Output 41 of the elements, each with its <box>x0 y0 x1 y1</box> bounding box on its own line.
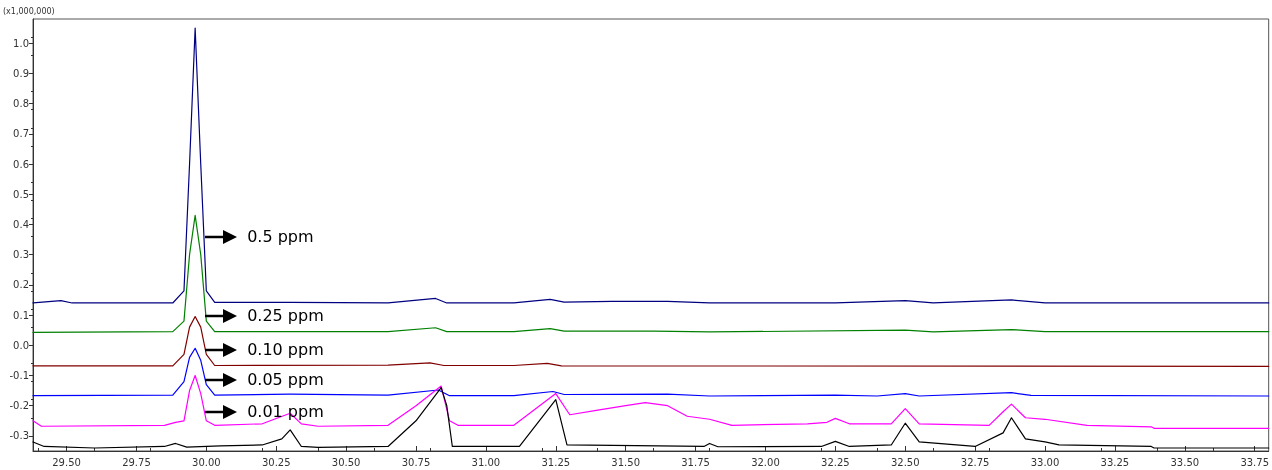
line-series <box>32 374 1270 429</box>
y-tick-label: 0.2 <box>13 279 29 291</box>
series-label: 0.25 ppm <box>247 305 324 325</box>
x-tick-label: 31.75 <box>681 456 710 468</box>
y-tick-label: 0.0 <box>13 339 29 351</box>
y-tick-label: 0.7 <box>13 128 29 140</box>
x-tick-label: 33.25 <box>1100 456 1130 468</box>
series-label: 0.10 ppm <box>247 340 324 360</box>
x-tick-label: 33.50 <box>1170 456 1200 468</box>
series-label: 0.05 ppm <box>247 370 324 390</box>
y-tick-label: 0.9 <box>13 67 29 79</box>
text: 0.5 ppm <box>247 226 314 246</box>
x-tick-label: 29.50 <box>52 456 81 468</box>
y-tick-label: 0.6 <box>13 158 29 170</box>
x-tick-label: 30.50 <box>331 456 361 468</box>
line-series <box>32 27 1270 304</box>
y-tick-label: 0.3 <box>13 249 29 261</box>
x-tick-label: 30.00 <box>192 456 221 468</box>
line-series <box>32 214 1270 333</box>
x-tick-label: 31.25 <box>541 456 571 468</box>
x-tick-label: 32.75 <box>960 456 990 468</box>
x-tick-label: 32.25 <box>821 456 850 468</box>
series-label: 0.01 ppm <box>247 402 324 422</box>
x-tick-label: 32.50 <box>890 456 920 468</box>
x-tick-label: 33.00 <box>1030 456 1060 468</box>
y-axis-title: (x1,000,000) <box>3 6 55 16</box>
x-tick-label: 31.00 <box>471 456 501 468</box>
y-tick-label: 1.0 <box>13 37 29 49</box>
x-tick-label: 30.25 <box>261 456 291 468</box>
y-tick-label: -0.3 <box>9 430 29 442</box>
x-tick-label: 30.75 <box>401 456 431 468</box>
x-tick-label: 29.75 <box>122 456 151 468</box>
y-tick-label: 0.4 <box>13 218 29 230</box>
x-tick-label: 31.50 <box>611 456 640 468</box>
y-tick-label: -0.1 <box>9 369 29 381</box>
y-tick-label: 0.8 <box>13 98 29 110</box>
x-tick-label: 33.75 <box>1240 456 1270 468</box>
x-tick-label: 32.00 <box>751 456 780 468</box>
y-tick-label: -0.2 <box>9 400 29 412</box>
y-tick-label: 0.1 <box>13 309 29 321</box>
y-tick-label: 0.5 <box>13 188 29 200</box>
